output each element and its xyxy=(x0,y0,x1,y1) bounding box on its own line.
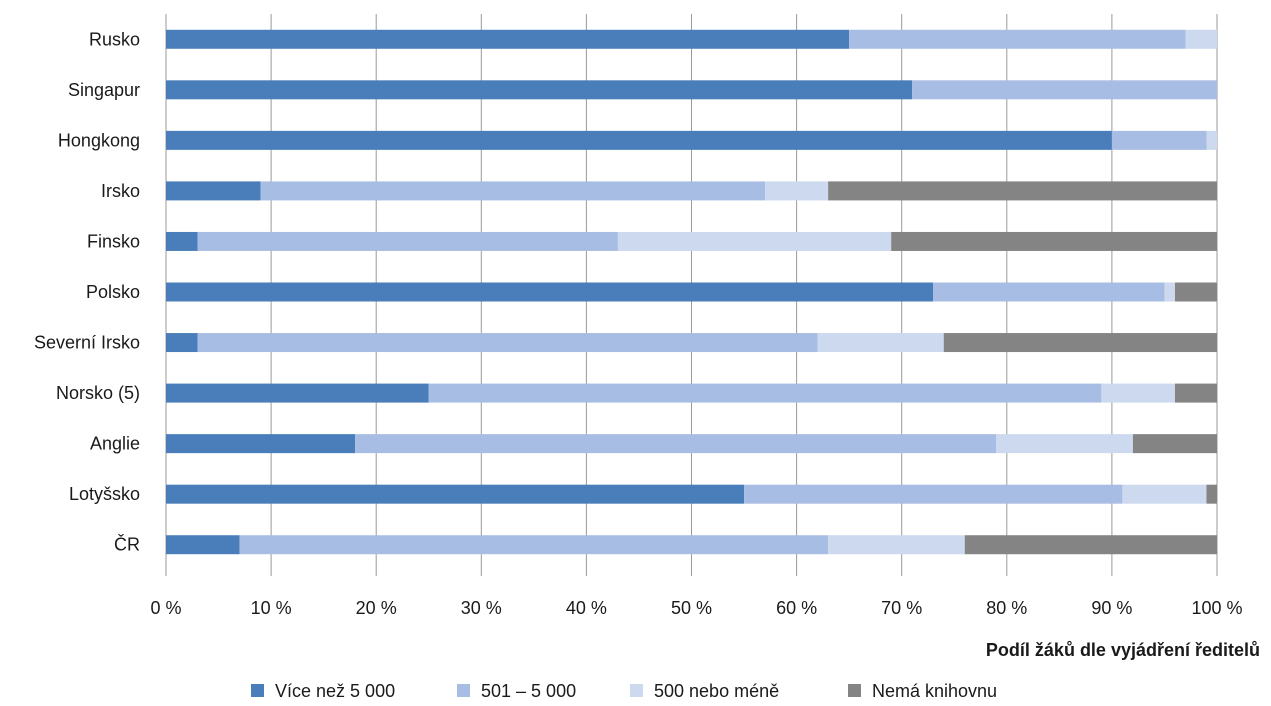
bar-segment xyxy=(765,181,829,201)
bar-segment xyxy=(996,434,1133,454)
bar-segment xyxy=(355,434,997,454)
legend-swatch xyxy=(630,684,643,697)
x-tick-label: 20 % xyxy=(356,598,397,618)
bar-segment xyxy=(817,333,944,353)
x-axis-title: Podíl žáků dle vyjádření ředitelů xyxy=(986,640,1260,660)
x-tick-label: 40 % xyxy=(566,598,607,618)
bar-segment xyxy=(239,535,829,555)
bar-segment xyxy=(166,383,429,403)
x-tick-label: 10 % xyxy=(251,598,292,618)
bar-segment xyxy=(1174,282,1217,302)
bar-segment xyxy=(1111,130,1207,150)
x-tick-label: 90 % xyxy=(1091,598,1132,618)
bar-segment xyxy=(1206,484,1217,504)
category-label: Anglie xyxy=(90,434,140,454)
category-label: Rusko xyxy=(89,29,140,49)
x-tick-label: 50 % xyxy=(671,598,712,618)
legend-label: 500 nebo méně xyxy=(654,681,779,701)
bar-segment xyxy=(933,282,1165,302)
category-label: Singapur xyxy=(68,80,140,100)
bar-segment xyxy=(166,80,913,100)
legend-swatch xyxy=(848,684,861,697)
bar-segment xyxy=(197,333,818,353)
category-label: Hongkong xyxy=(58,130,140,150)
x-tick-label: 0 % xyxy=(150,598,181,618)
bar-segment xyxy=(1174,383,1217,403)
bar-segment xyxy=(166,282,934,302)
bar-segment xyxy=(1164,282,1175,302)
bar-segment xyxy=(1206,130,1217,150)
bar-segment xyxy=(744,484,1123,504)
bar-segment xyxy=(428,383,1102,403)
bar-segment xyxy=(166,29,850,49)
bar-segment xyxy=(964,535,1217,555)
x-tick-label: 80 % xyxy=(986,598,1027,618)
bars xyxy=(166,29,1217,555)
bar-segment xyxy=(828,535,965,555)
bar-segment xyxy=(891,231,1217,251)
bar-segment xyxy=(912,80,1217,100)
category-label: ČR xyxy=(114,534,140,555)
bar-segment xyxy=(166,484,745,504)
bar-segment xyxy=(166,130,1112,150)
x-tick-label: 100 % xyxy=(1191,598,1242,618)
category-label: Irsko xyxy=(101,181,140,201)
x-tick-label: 30 % xyxy=(461,598,502,618)
bar-segment xyxy=(943,333,1217,353)
bar-segment xyxy=(166,231,198,251)
category-label: Norsko (5) xyxy=(56,383,140,403)
bar-segment xyxy=(166,434,356,454)
legend-label: Nemá knihovnu xyxy=(872,681,997,701)
legend-swatch xyxy=(457,684,470,697)
bar-segment xyxy=(1122,484,1207,504)
bar-segment xyxy=(166,535,240,555)
legend-label: Více než 5 000 xyxy=(275,681,395,701)
bar-segment xyxy=(1101,383,1175,403)
bar-segment xyxy=(166,333,198,353)
category-label: Lotyšsko xyxy=(69,484,140,504)
x-tick-label: 60 % xyxy=(776,598,817,618)
bar-segment xyxy=(828,181,1217,201)
bar-segment xyxy=(166,181,261,201)
bar-segment xyxy=(617,231,892,251)
x-tick-label: 70 % xyxy=(881,598,922,618)
legend-label: 501 – 5 000 xyxy=(481,681,576,701)
bar-segment xyxy=(197,231,618,251)
bar-segment xyxy=(260,181,766,201)
legend: Více než 5 000 501 – 5 000 500 nebo méně Ne… xyxy=(251,681,997,701)
category-label: Severní Irsko xyxy=(34,333,140,353)
bar-segment xyxy=(1132,434,1217,454)
bar-segment xyxy=(849,29,1186,49)
bar-segment xyxy=(1185,29,1217,49)
x-tick-labels: 0 % 10 % 20 % 30 % 40 % 50 % 60 % 70 % 80 % 90 % 1… xyxy=(150,598,1242,618)
legend-swatch xyxy=(251,684,264,697)
category-labels: Rusko Singapur Hongkong Irsko Finsko Polsko Se… xyxy=(34,29,140,554)
category-label: Finsko xyxy=(87,231,140,251)
category-label: Polsko xyxy=(86,282,140,302)
